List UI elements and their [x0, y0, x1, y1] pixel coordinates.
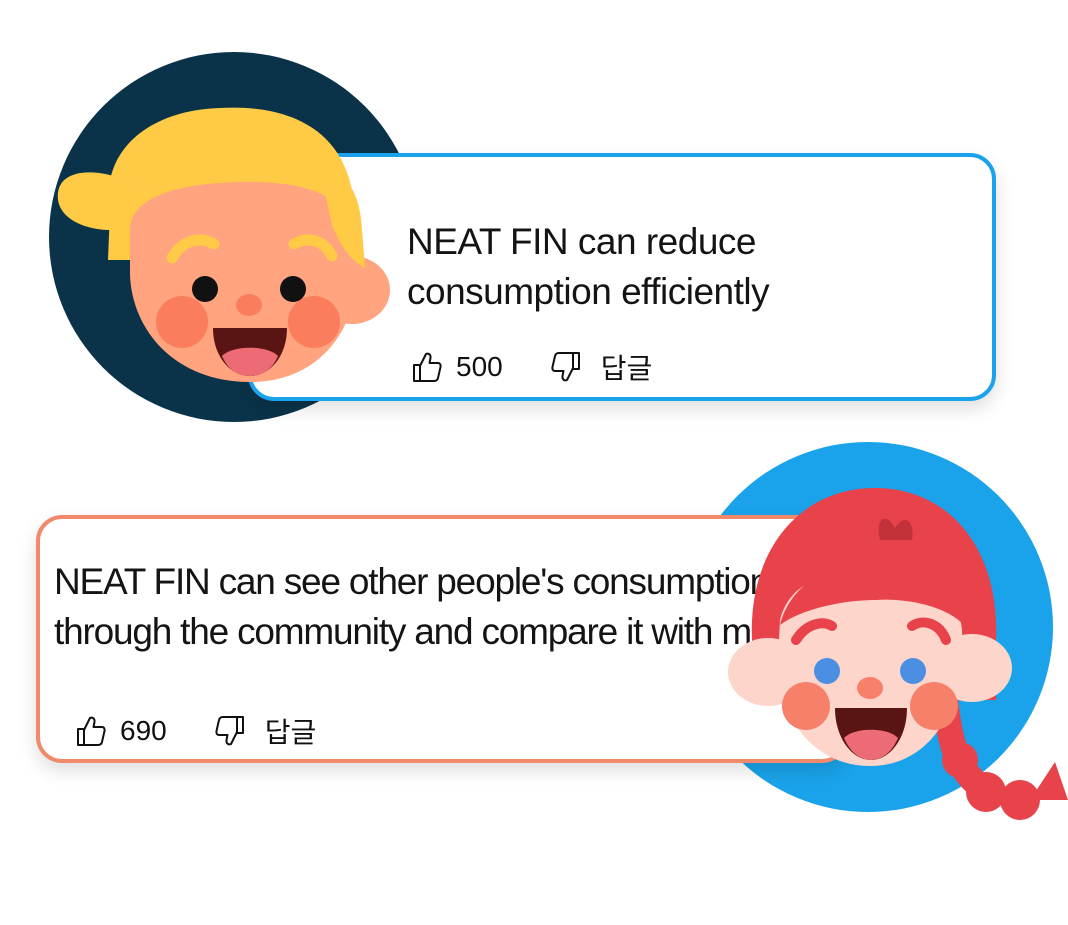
- comment-card: NEAT FIN can reduce consumption efficien…: [248, 153, 996, 401]
- like-count: 690: [120, 715, 167, 746]
- like-count: 500: [456, 351, 503, 382]
- comment-text: NEAT FIN can reduce consumption efficien…: [407, 221, 770, 312]
- like-button[interactable]: 500: [412, 351, 503, 383]
- red-haired-girl-avatar: [728, 488, 1068, 820]
- dislike-button[interactable]: [551, 351, 581, 383]
- comment-actions: 690 답글: [76, 711, 316, 751]
- reply-button[interactable]: 답글: [264, 717, 317, 748]
- comment-actions: 500 답글: [412, 347, 652, 387]
- thumbs-down-icon: [551, 352, 580, 382]
- dislike-button[interactable]: [215, 715, 245, 747]
- comment-card: NEAT FIN can see other people's consumpt…: [36, 515, 848, 763]
- comment-text: NEAT FIN can see other people's consumpt…: [54, 561, 772, 652]
- reply-button[interactable]: 답글: [600, 353, 653, 384]
- thumbs-up-icon: [413, 352, 442, 382]
- like-button[interactable]: 690: [76, 715, 167, 747]
- thumbs-up-icon: [77, 716, 106, 746]
- thumbs-down-icon: [215, 716, 244, 746]
- blonde-boy-avatar: [57, 107, 390, 382]
